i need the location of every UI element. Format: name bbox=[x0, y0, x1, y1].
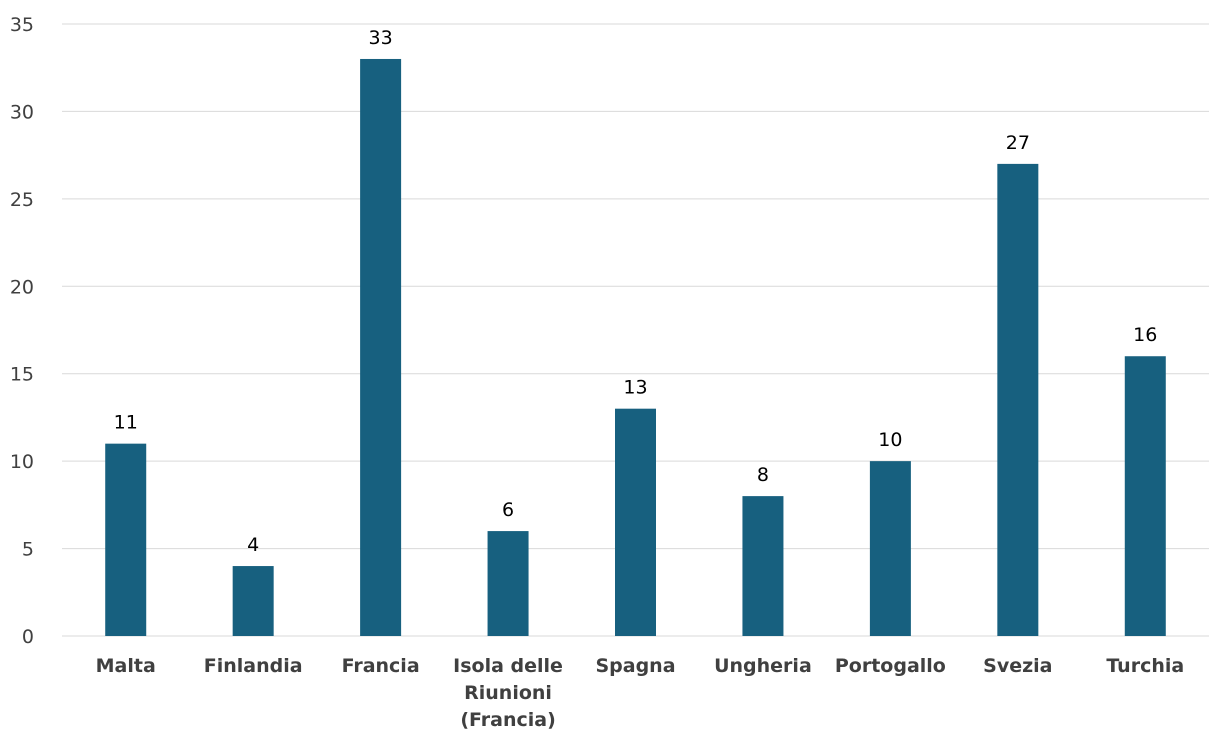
data-label: 13 bbox=[623, 377, 647, 399]
y-tick-label: 0 bbox=[22, 626, 34, 648]
bar-isola-delle-riunioni-francia bbox=[487, 531, 529, 636]
bar-finlandia bbox=[232, 566, 274, 636]
y-tick-label: 15 bbox=[10, 364, 34, 386]
y-tick-label: 5 bbox=[22, 539, 34, 561]
bar-svezia bbox=[997, 163, 1039, 636]
y-tick-label: 35 bbox=[10, 14, 34, 36]
data-label: 16 bbox=[1133, 324, 1157, 346]
data-label: 4 bbox=[247, 534, 259, 556]
x-tick-label: Riunioni bbox=[464, 682, 552, 704]
y-tick-label: 20 bbox=[10, 276, 34, 298]
data-labels: 11 4 33 6 13 8 10 27 16 bbox=[114, 27, 1158, 556]
y-tick-label: 10 bbox=[10, 451, 34, 473]
x-tick-label: Isola delle bbox=[453, 655, 563, 677]
data-label: 27 bbox=[1006, 132, 1030, 154]
bar-spagna bbox=[615, 408, 656, 636]
y-axis: 0 5 10 15 20 25 30 35 bbox=[10, 14, 34, 648]
data-label: 11 bbox=[114, 412, 138, 434]
data-label: 33 bbox=[369, 27, 393, 49]
x-tick-label: Portogallo bbox=[835, 655, 946, 677]
x-tick-label: Svezia bbox=[983, 655, 1052, 677]
x-tick-label: Ungheria bbox=[714, 655, 812, 677]
x-axis: Malta Finlandia Francia Isola delle Riunioni… bbox=[96, 655, 1185, 731]
x-tick-label: Malta bbox=[96, 655, 156, 677]
bars bbox=[105, 58, 1166, 636]
data-label: 10 bbox=[878, 429, 902, 451]
bar-portogallo bbox=[869, 461, 911, 636]
x-tick-label: Turchia bbox=[1106, 655, 1184, 677]
data-label: 6 bbox=[502, 499, 514, 521]
x-tick-label: Finlandia bbox=[204, 655, 303, 677]
bar-malta bbox=[105, 443, 147, 636]
x-tick-label: Francia bbox=[342, 655, 420, 677]
x-tick-label: (Francia) bbox=[460, 709, 555, 731]
y-tick-label: 25 bbox=[10, 189, 34, 211]
y-tick-label: 30 bbox=[10, 101, 34, 123]
bar-ungheria bbox=[742, 496, 784, 636]
bar-francia bbox=[360, 58, 402, 636]
data-label: 8 bbox=[757, 464, 769, 486]
bar-turchia bbox=[1124, 356, 1166, 636]
x-tick-label: Spagna bbox=[595, 655, 675, 677]
